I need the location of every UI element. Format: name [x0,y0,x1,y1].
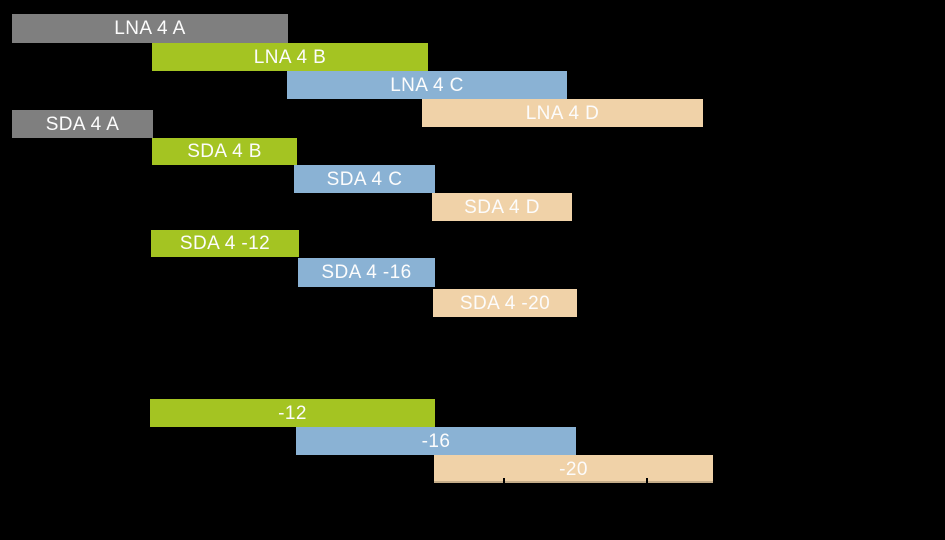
bar-lna-4-d: LNA 4 D [422,99,703,127]
bar-label: SDA 4 C [326,168,403,190]
bar-label: LNA 4 B [253,46,327,68]
bar-label: SDA 4 A [45,113,120,135]
bar-label: SDA 4 -16 [321,262,412,283]
axis-tick [646,478,648,484]
bar-lna-4-a: LNA 4 A [12,14,288,43]
bar-label: LNA 4 A [114,18,186,39]
bar-label: LNA 4 C [390,74,464,96]
bar-label: -20 [559,458,588,480]
bar-sda-4-12: SDA 4 -12 [151,230,299,257]
bar-sda-4-a: SDA 4 A [12,110,153,138]
bar-12: -12 [150,399,435,427]
bar-sda-4-b: SDA 4 B [152,138,297,165]
bar-sda-4-16: SDA 4 -16 [298,258,435,287]
bar-lna-4-b: LNA 4 B [152,43,428,71]
axis-tick [503,478,505,484]
bar-label: -16 [421,430,451,452]
bar-label: SDA 4 D [464,196,540,218]
bar-sda-4-c: SDA 4 C [294,165,435,193]
bar-lna-4-c: LNA 4 C [287,71,567,99]
bar-sda-4-20: SDA 4 -20 [433,289,577,317]
bar-label: LNA 4 D [525,102,600,124]
bar-label: SDA 4 -12 [179,233,271,254]
bar-label: SDA 4 B [187,141,262,162]
bar-16: -16 [296,427,576,455]
bar-20: -20 [434,455,713,483]
bar-label: SDA 4 -20 [459,292,551,314]
bar-label: -12 [278,402,307,424]
bar-sda-4-d: SDA 4 D [432,193,572,221]
